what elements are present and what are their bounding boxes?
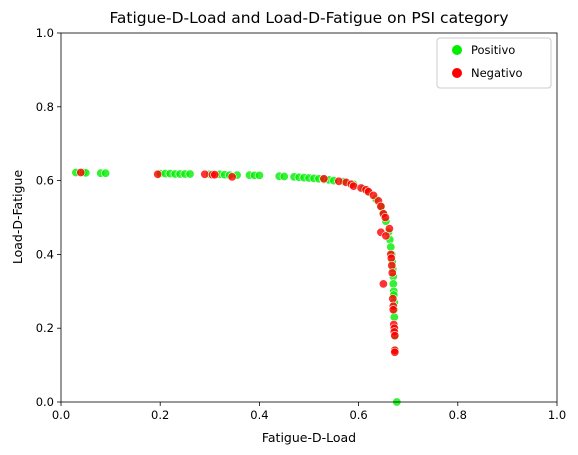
legend-label-positivo: Positivo <box>471 43 515 57</box>
legend-marker-negativo <box>452 68 462 78</box>
data-points <box>71 168 402 407</box>
x-axis-label: Fatigue-D-Load <box>262 430 356 445</box>
x-tick-label: 0.6 <box>349 408 367 422</box>
data-point-negativo <box>390 347 400 357</box>
x-tick-label: 0.8 <box>449 408 467 422</box>
data-point-negativo <box>200 169 210 179</box>
axis-ticks: 0.0 0.2 0.4 0.6 0.8 1.0 0.0 0.2 0.4 0.6 0.8 1.0 <box>36 26 566 422</box>
data-point-positivo <box>254 170 264 180</box>
data-point-negativo <box>387 268 397 278</box>
data-point-negativo <box>227 172 237 182</box>
x-tick-label: 1.0 <box>548 408 566 422</box>
chart-title: Fatigue-D-Load and Load-D-Fatigue on PSI… <box>109 9 508 27</box>
data-point-positivo <box>101 168 111 178</box>
plot-area <box>61 33 557 402</box>
data-point-negativo <box>153 169 163 179</box>
y-tick-label: 1.0 <box>36 26 54 40</box>
data-point-negativo <box>319 174 329 184</box>
y-tick-label: 0.4 <box>36 247 54 261</box>
data-point-negativo <box>378 279 388 289</box>
y-tick-label: 0.0 <box>36 395 54 409</box>
data-point-negativo <box>390 331 400 341</box>
data-point-negativo <box>210 170 220 180</box>
y-tick-label: 0.8 <box>36 100 54 114</box>
legend: Positivo Negativo <box>436 37 552 89</box>
y-tick-label: 0.6 <box>36 174 54 188</box>
x-tick-label: 0.0 <box>52 408 70 422</box>
x-tick-label: 0.4 <box>250 408 268 422</box>
y-axis-label: Load-D-Fatigue <box>10 170 25 265</box>
data-point-negativo <box>349 181 359 191</box>
data-point-negativo <box>384 224 394 234</box>
data-point-negativo <box>388 305 398 315</box>
legend-marker-positivo <box>452 45 462 55</box>
y-tick-label: 0.2 <box>36 321 54 335</box>
plot-frame <box>60 32 558 403</box>
x-tick-label: 0.2 <box>151 408 169 422</box>
data-point-negativo <box>380 213 390 223</box>
legend-label-negativo: Negativo <box>471 66 523 80</box>
data-point-positivo <box>279 172 289 182</box>
legend-box <box>436 37 552 89</box>
data-point-positivo <box>185 169 195 179</box>
data-point-negativo <box>381 231 391 241</box>
data-point-negativo <box>76 168 86 178</box>
data-point-negativo <box>334 176 344 186</box>
